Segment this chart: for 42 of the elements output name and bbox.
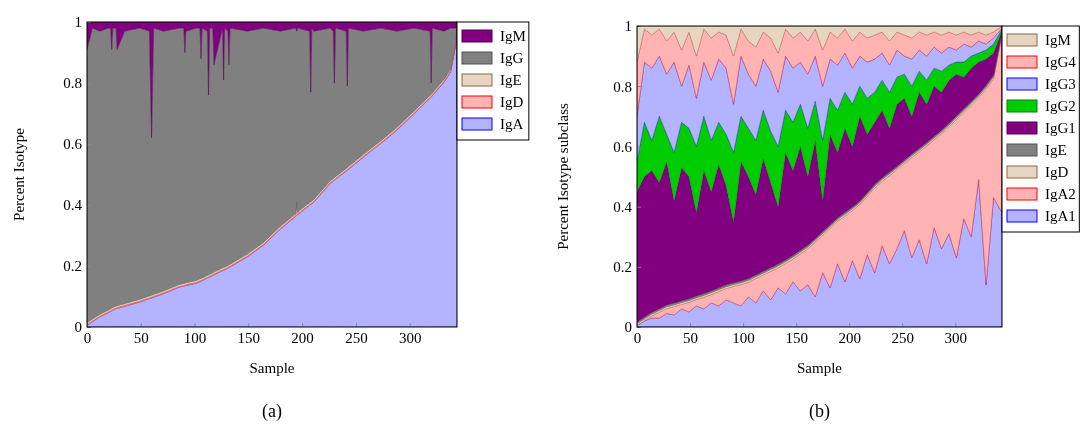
- y-tick-label: 0.4: [63, 197, 83, 214]
- legend-label: IgG1: [1045, 120, 1076, 136]
- legend-label: IgM: [500, 28, 526, 44]
- legend-label: IgD: [500, 94, 524, 110]
- x-tick-label: 250: [891, 329, 915, 346]
- y-tick-label: 0.8: [613, 78, 632, 95]
- x-axis-title: Sample: [249, 360, 295, 376]
- legend-label: IgG2: [1045, 98, 1076, 114]
- legend-label: IgG3: [1045, 76, 1076, 92]
- x-tick-label: 200: [291, 329, 314, 346]
- y-tick-label: 0.4: [613, 198, 633, 215]
- legend-label: IgE: [500, 72, 522, 88]
- x-tick-label: 150: [785, 329, 808, 346]
- y-tick-label: 0.6: [613, 138, 633, 155]
- text: (a): [262, 401, 282, 422]
- legend-label: IgA: [500, 116, 524, 132]
- y-tick-label: 0.2: [63, 258, 82, 275]
- x-tick-label: 300: [944, 329, 968, 346]
- x-tick-label: 200: [838, 329, 861, 346]
- legend-label: IgM: [1045, 32, 1071, 48]
- x-axis-title: Sample: [797, 360, 843, 376]
- y-tick-label: 1: [74, 14, 82, 31]
- y-tick-label: 0.8: [63, 75, 82, 92]
- legend-label: IgD: [1045, 164, 1069, 180]
- x-tick-label: 100: [732, 329, 755, 346]
- legend-label: IgG: [500, 50, 524, 66]
- legend-label: IgE: [1045, 142, 1067, 158]
- text: (b): [809, 401, 830, 422]
- x-tick-label: 150: [237, 329, 261, 346]
- x-tick-label: 250: [345, 329, 368, 346]
- y-tick-label: 1: [624, 18, 632, 35]
- x-tick-label: 300: [398, 329, 422, 346]
- y-tick-label: 0.6: [63, 136, 83, 153]
- x-tick-label: 50: [683, 329, 699, 346]
- y-tick-label: 0.2: [613, 259, 632, 276]
- legend-label: IgA2: [1045, 186, 1076, 202]
- y-axis-title: Percent Isotype: [11, 127, 27, 221]
- y-axis-title: Percent Isotype subclass: [555, 103, 571, 250]
- legend-label: IgG4: [1045, 54, 1077, 70]
- legend-label: IgA1: [1045, 208, 1076, 224]
- x-tick-label: 100: [183, 329, 207, 346]
- x-tick-label: 50: [133, 329, 149, 346]
